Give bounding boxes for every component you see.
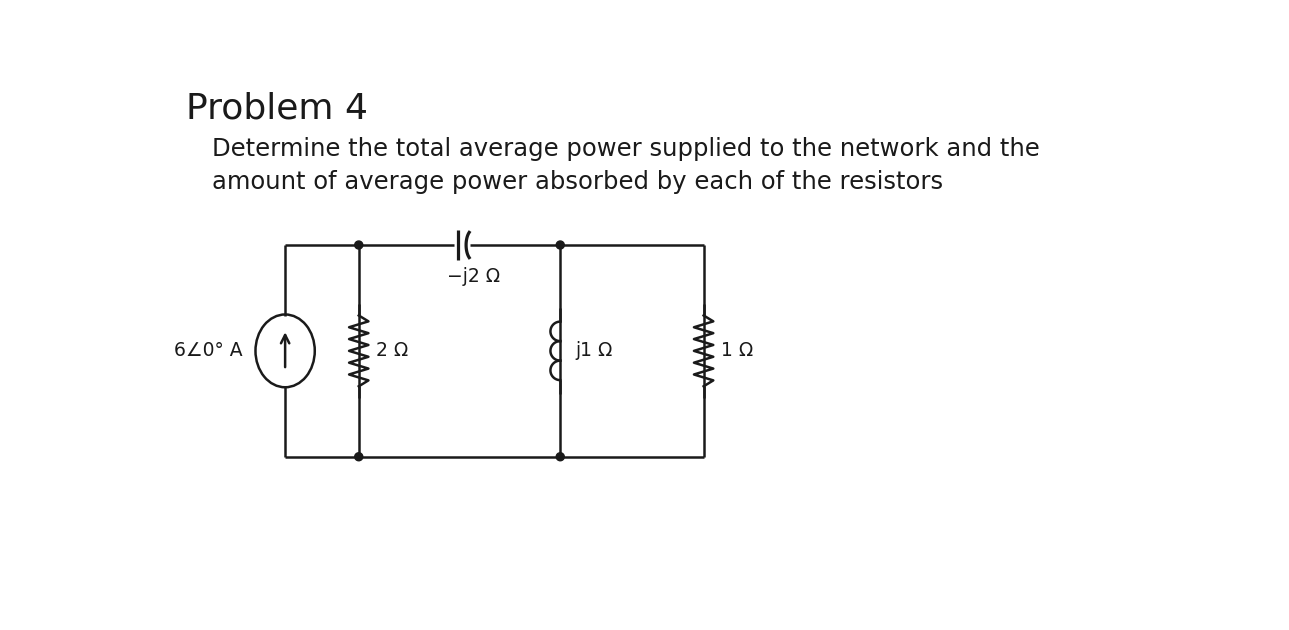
- Circle shape: [557, 241, 565, 249]
- Circle shape: [354, 453, 362, 461]
- Text: −j2 Ω: −j2 Ω: [447, 266, 500, 285]
- Circle shape: [557, 453, 565, 461]
- Circle shape: [354, 241, 362, 249]
- Text: 2 Ω: 2 Ω: [376, 341, 409, 360]
- Text: 1 Ω: 1 Ω: [721, 341, 753, 360]
- Text: Problem 4: Problem 4: [186, 91, 367, 125]
- Text: 6∠0° A: 6∠0° A: [174, 341, 242, 360]
- Text: amount of average power absorbed by each of the resistors: amount of average power absorbed by each…: [211, 169, 942, 193]
- Text: Determine the total average power supplied to the network and the: Determine the total average power suppli…: [211, 137, 1039, 161]
- Text: j1 Ω: j1 Ω: [576, 341, 614, 360]
